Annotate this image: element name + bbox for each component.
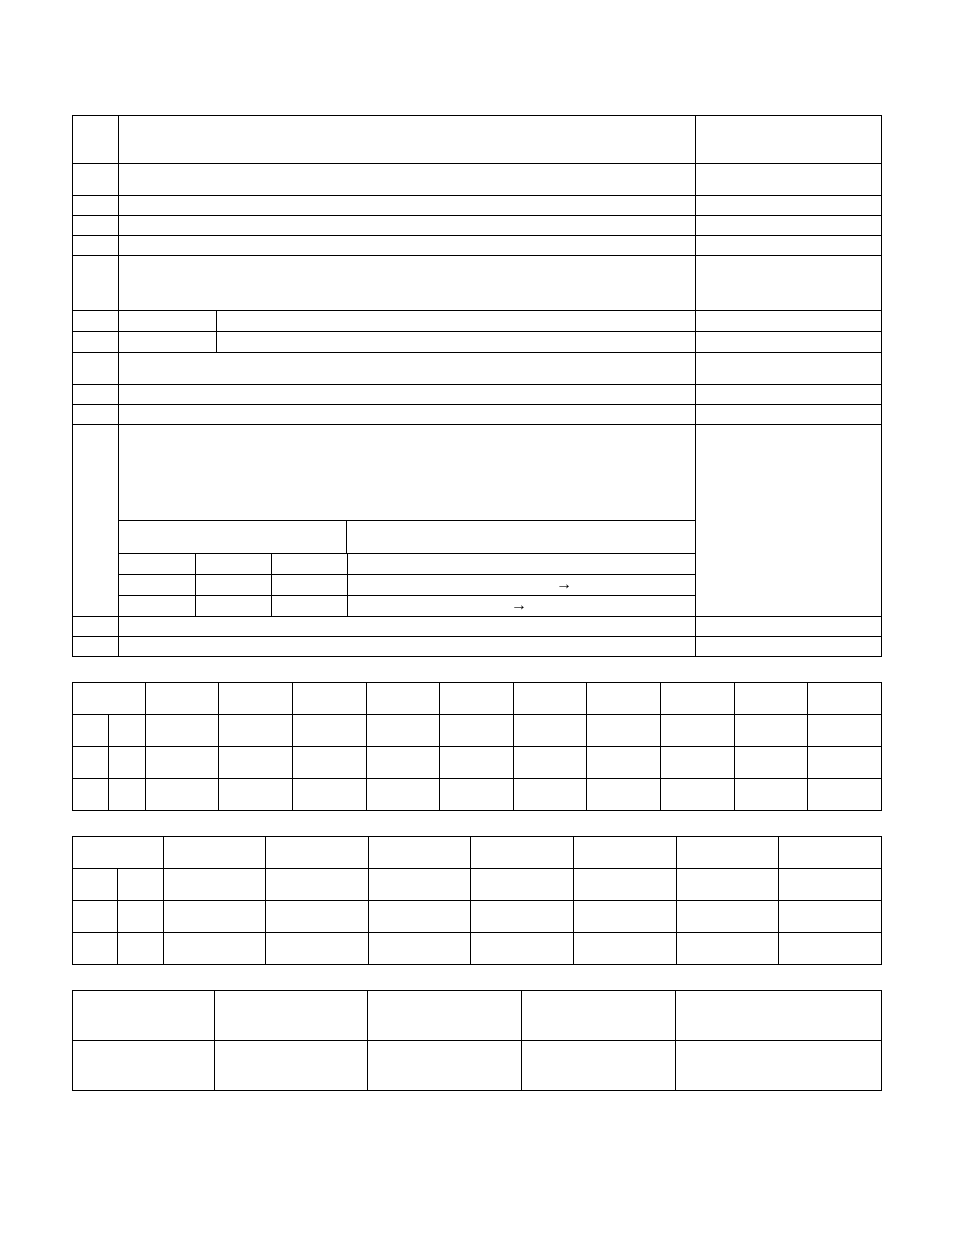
sub-cell [217, 311, 695, 331]
sub-cell [195, 554, 271, 574]
sub-cell [347, 554, 695, 574]
form-table-1: → → [72, 115, 882, 657]
sub-cell [271, 596, 347, 616]
sub-cell [195, 596, 271, 616]
table-row [73, 116, 882, 164]
table-row [73, 236, 882, 256]
sub-cell: → [347, 575, 695, 595]
sub-cell: → [347, 596, 695, 616]
table-row [73, 164, 882, 196]
sub-cell [119, 521, 346, 553]
sub-cell [119, 332, 217, 352]
arrow-icon: → [511, 597, 527, 615]
arrow-icon: → [556, 576, 572, 594]
table-row [73, 196, 882, 216]
sub-cell [271, 554, 347, 574]
table-row [73, 353, 882, 385]
table-row [73, 715, 882, 747]
sub-cell [119, 554, 195, 574]
table-row [73, 405, 882, 425]
sub-cell [271, 575, 347, 595]
table-row [73, 216, 882, 236]
grid-table-2 [72, 682, 882, 811]
table-row [73, 385, 882, 405]
table-row [73, 1041, 882, 1091]
sub-cell [119, 596, 195, 616]
sub-cell [217, 332, 695, 352]
table-row [73, 332, 882, 353]
table-row [73, 747, 882, 779]
table-row [73, 637, 882, 657]
table-row [73, 837, 882, 869]
table-row [73, 779, 882, 811]
table-row [73, 256, 882, 311]
table-row [73, 991, 882, 1041]
table-row [73, 933, 882, 965]
sub-cell [119, 575, 195, 595]
grid-table-4 [72, 990, 882, 1091]
table-row [73, 901, 882, 933]
sub-cell [195, 575, 271, 595]
sub-cell [347, 521, 695, 553]
document-page: → → [0, 0, 954, 1151]
table-row [73, 425, 882, 521]
table-row [73, 311, 882, 332]
table-row [73, 683, 882, 715]
sub-cell [119, 311, 217, 331]
table-row [73, 869, 882, 901]
table-row [73, 617, 882, 637]
grid-table-3 [72, 836, 882, 965]
